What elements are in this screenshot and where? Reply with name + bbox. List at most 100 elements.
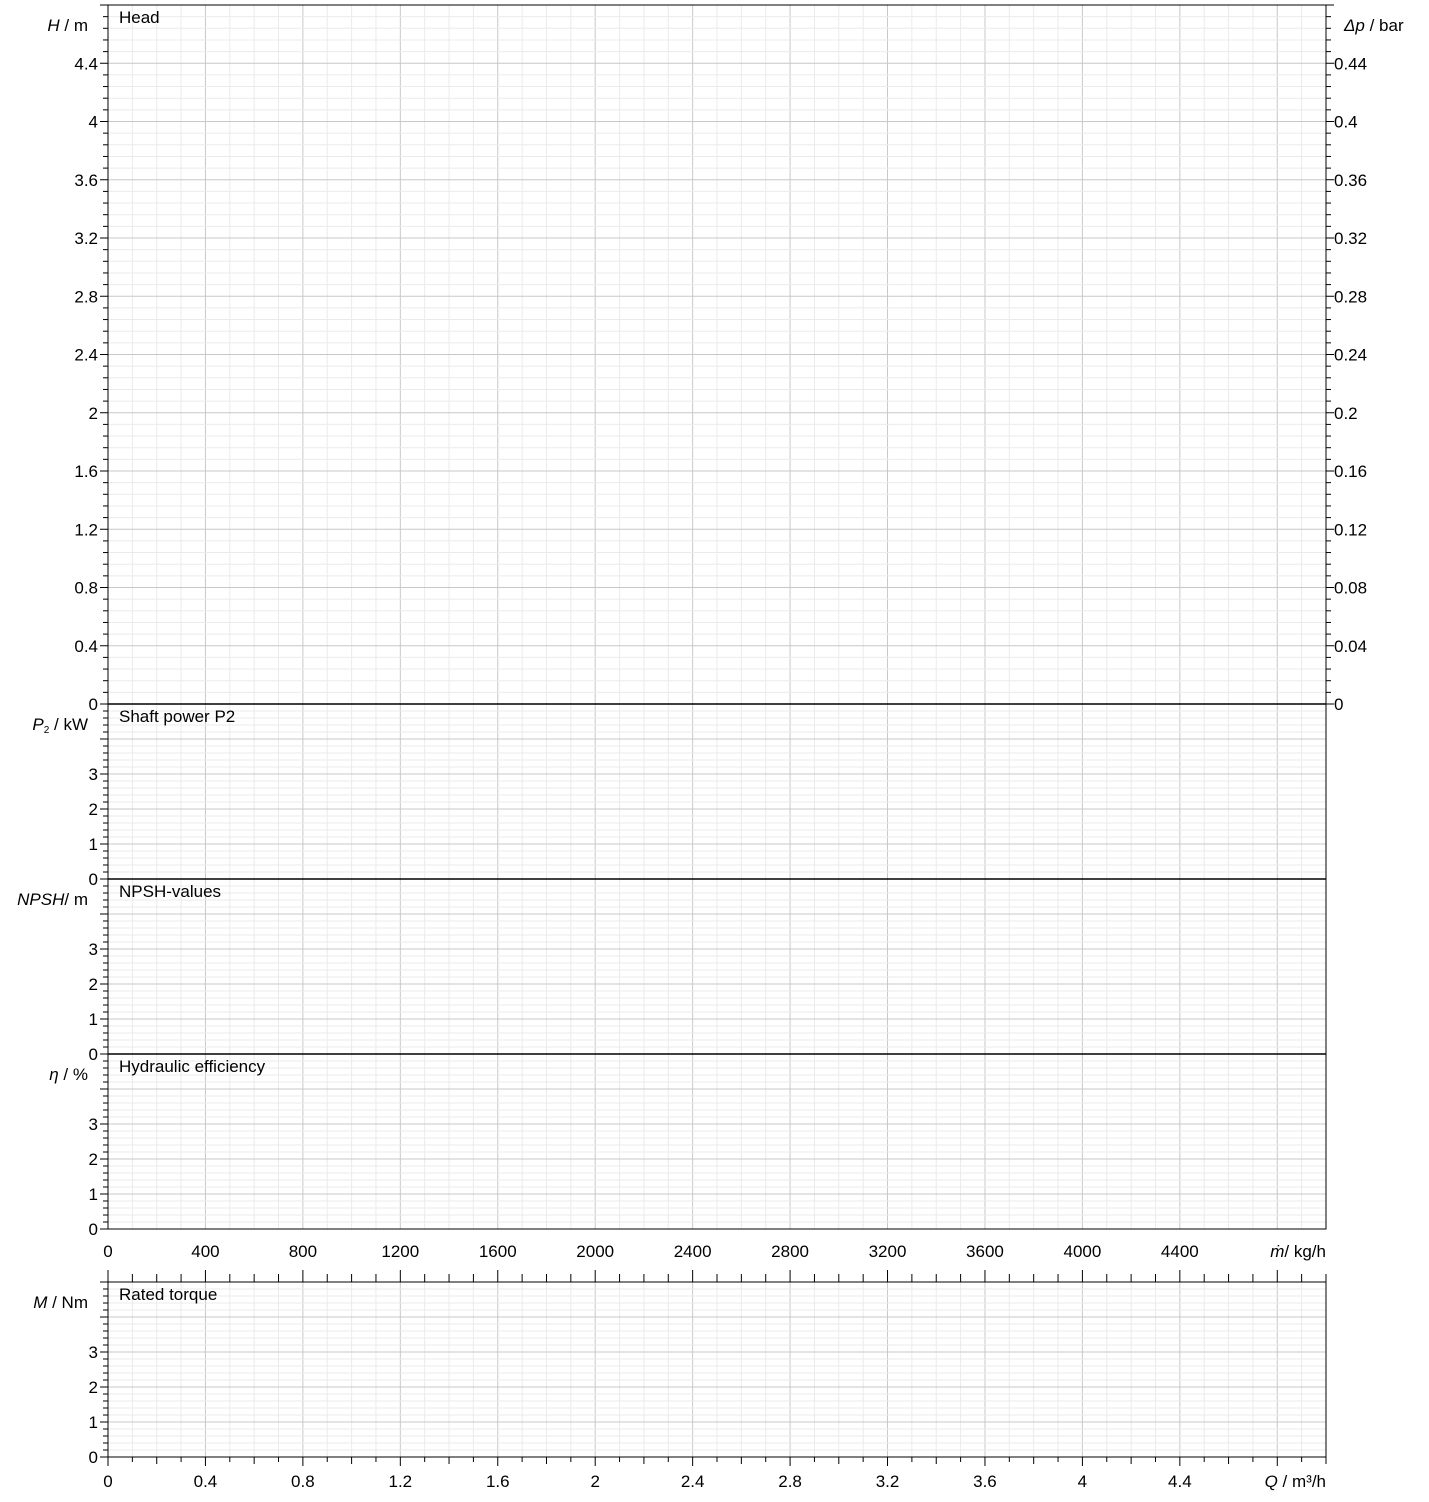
y-tick-label: 0 — [89, 1045, 98, 1064]
y-axis-label-symbol: M — [33, 1293, 48, 1312]
flow-tick-label: 4 — [1078, 1472, 1087, 1491]
y-tick-label: 1 — [89, 1185, 98, 1204]
y-tick-label: 2 — [89, 800, 98, 819]
flow-tick-label: 4.4 — [1168, 1472, 1192, 1491]
mass-flow-tick-label: 2800 — [771, 1242, 809, 1261]
flow-tick-label: 0 — [103, 1472, 112, 1491]
y2-tick-label: 0.36 — [1334, 171, 1367, 190]
y-tick-label: 4 — [89, 113, 98, 132]
y-axis-label-unit: / m — [64, 890, 88, 909]
y-axis-label: NPSH/ m — [17, 890, 88, 909]
mass-flow-axis-label: ṁ/ kg/h — [1270, 1242, 1326, 1261]
flow-tick-label: 1.2 — [388, 1472, 412, 1491]
y-axis-label: η / % — [49, 1065, 88, 1084]
y2-tick-label: 0.04 — [1334, 637, 1367, 656]
flow-axis-label-symbol: Q — [1265, 1472, 1278, 1491]
y-tick-label: 3 — [89, 940, 98, 959]
y-axis-label-symbol: P — [32, 715, 44, 734]
flow-tick-label: 3.6 — [973, 1472, 997, 1491]
y-tick-label: 0 — [89, 1448, 98, 1467]
panel-torque — [107, 1281, 1327, 1458]
panel-efficiency — [107, 1053, 1327, 1230]
y2-tick-label: 0.12 — [1334, 520, 1367, 539]
y-tick-label: 3.2 — [74, 229, 98, 248]
y-tick-label: 0 — [89, 1220, 98, 1239]
label-layer: 0 0.4 0.8 1.2 1.6 2 2.4 2.8 3.2 3.6 4 4.4 0 0.04 0.08 0… — [17, 8, 1404, 1491]
y-tick-label: 2.4 — [74, 346, 98, 365]
y-axis-label: H / m — [47, 16, 88, 35]
y2-tick-label: 0.2 — [1334, 404, 1358, 423]
mass-flow-tick-label: 800 — [289, 1242, 317, 1261]
y-tick-label: 0 — [89, 870, 98, 889]
y2-tick-label: 0.32 — [1334, 229, 1367, 248]
panel-title: NPSH-values — [119, 882, 221, 901]
y-axis-label-unit: / m — [60, 16, 88, 35]
panel-title: Shaft power P2 — [119, 707, 235, 726]
y2-tick-label: 0.08 — [1334, 579, 1367, 598]
y-tick-label: 2.8 — [74, 287, 98, 306]
y-tick-label: 3 — [89, 765, 98, 784]
y2-tick-label: 0.24 — [1334, 346, 1367, 365]
panel-frame — [107, 1281, 1327, 1458]
mass-flow-tick-label: 400 — [191, 1242, 219, 1261]
mass-flow-axis-label-symbol: ṁ — [1270, 1242, 1284, 1261]
mass-flow-tick-label: 0 — [103, 1242, 112, 1261]
y-tick-label: 1 — [89, 835, 98, 854]
mass-flow-tick-label: 1600 — [479, 1242, 517, 1261]
y2-axis-label-unit: / bar — [1365, 16, 1404, 35]
mass-flow-tick-label: 4400 — [1161, 1242, 1199, 1261]
y-axis-label-subscript: 2 — [44, 725, 50, 736]
flow-axis-label-unit: / m³/h — [1278, 1472, 1326, 1491]
y-axis-label-symbol: NPSH — [17, 890, 65, 909]
y-tick-label: 2 — [89, 1150, 98, 1169]
y-tick-label: 2 — [89, 1378, 98, 1397]
y-tick-label: 4.4 — [74, 54, 98, 73]
y-tick-label: 0 — [89, 695, 98, 714]
panel-title: Rated torque — [119, 1285, 217, 1304]
y2-tick-label: 0.44 — [1334, 54, 1367, 73]
mass-flow-tick-label: 2400 — [674, 1242, 712, 1261]
flow-axis-label: Q / m³/h — [1265, 1472, 1326, 1491]
y-tick-label: 1.6 — [74, 462, 98, 481]
y-axis-label: M / Nm — [33, 1293, 88, 1312]
y2-tick-label: 0 — [1334, 695, 1343, 714]
y-axis-label-symbol: η — [49, 1065, 58, 1084]
panel-title: Hydraulic efficiency — [119, 1057, 266, 1076]
y2-tick-label: 0.28 — [1334, 287, 1367, 306]
y-tick-label: 1 — [89, 1413, 98, 1432]
y-axis-label-unit: / Nm — [47, 1293, 88, 1312]
panel-title: Head — [119, 8, 160, 27]
mass-flow-tick-label: 3200 — [869, 1242, 907, 1261]
y2-axis-label-symbol: Δp — [1343, 16, 1365, 35]
flow-tick-label: 2.8 — [778, 1472, 802, 1491]
y-tick-label: 0.8 — [74, 579, 98, 598]
flow-tick-label: 3.2 — [876, 1472, 900, 1491]
mass-flow-tick-label: 1200 — [381, 1242, 419, 1261]
y-tick-label: 1.2 — [74, 520, 98, 539]
y-axis-label-unit: / kW — [49, 715, 88, 734]
y-tick-label: 2 — [89, 404, 98, 423]
y-tick-label: 3.6 — [74, 171, 98, 190]
mass-flow-tick-label: 2000 — [576, 1242, 614, 1261]
y-axis-label: P2 / kW — [32, 715, 88, 736]
y2-axis-label: Δp / bar — [1343, 16, 1404, 35]
mass-flow-tick-label: 4000 — [1063, 1242, 1101, 1261]
flow-tick-label: 2 — [590, 1472, 599, 1491]
grid-layer — [107, 4, 1327, 1458]
flow-tick-label: 0.8 — [291, 1472, 315, 1491]
panel-frame — [107, 1053, 1327, 1230]
y2-tick-label: 0.4 — [1334, 113, 1358, 132]
flow-tick-label: 1.6 — [486, 1472, 510, 1491]
mass-flow-tick-label: 3600 — [966, 1242, 1004, 1261]
y-axis-label-unit: / % — [59, 1065, 88, 1084]
y-tick-label: 2 — [89, 975, 98, 994]
y2-tick-label: 0.16 — [1334, 462, 1367, 481]
y-tick-label: 1 — [89, 1010, 98, 1029]
y-axis-label-symbol: H — [47, 16, 60, 35]
y-tick-label: 0.4 — [74, 637, 98, 656]
flow-tick-label: 2.4 — [681, 1472, 705, 1491]
flow-tick-label: 0.4 — [194, 1472, 218, 1491]
mass-flow-axis-label-unit: / kg/h — [1284, 1242, 1326, 1261]
